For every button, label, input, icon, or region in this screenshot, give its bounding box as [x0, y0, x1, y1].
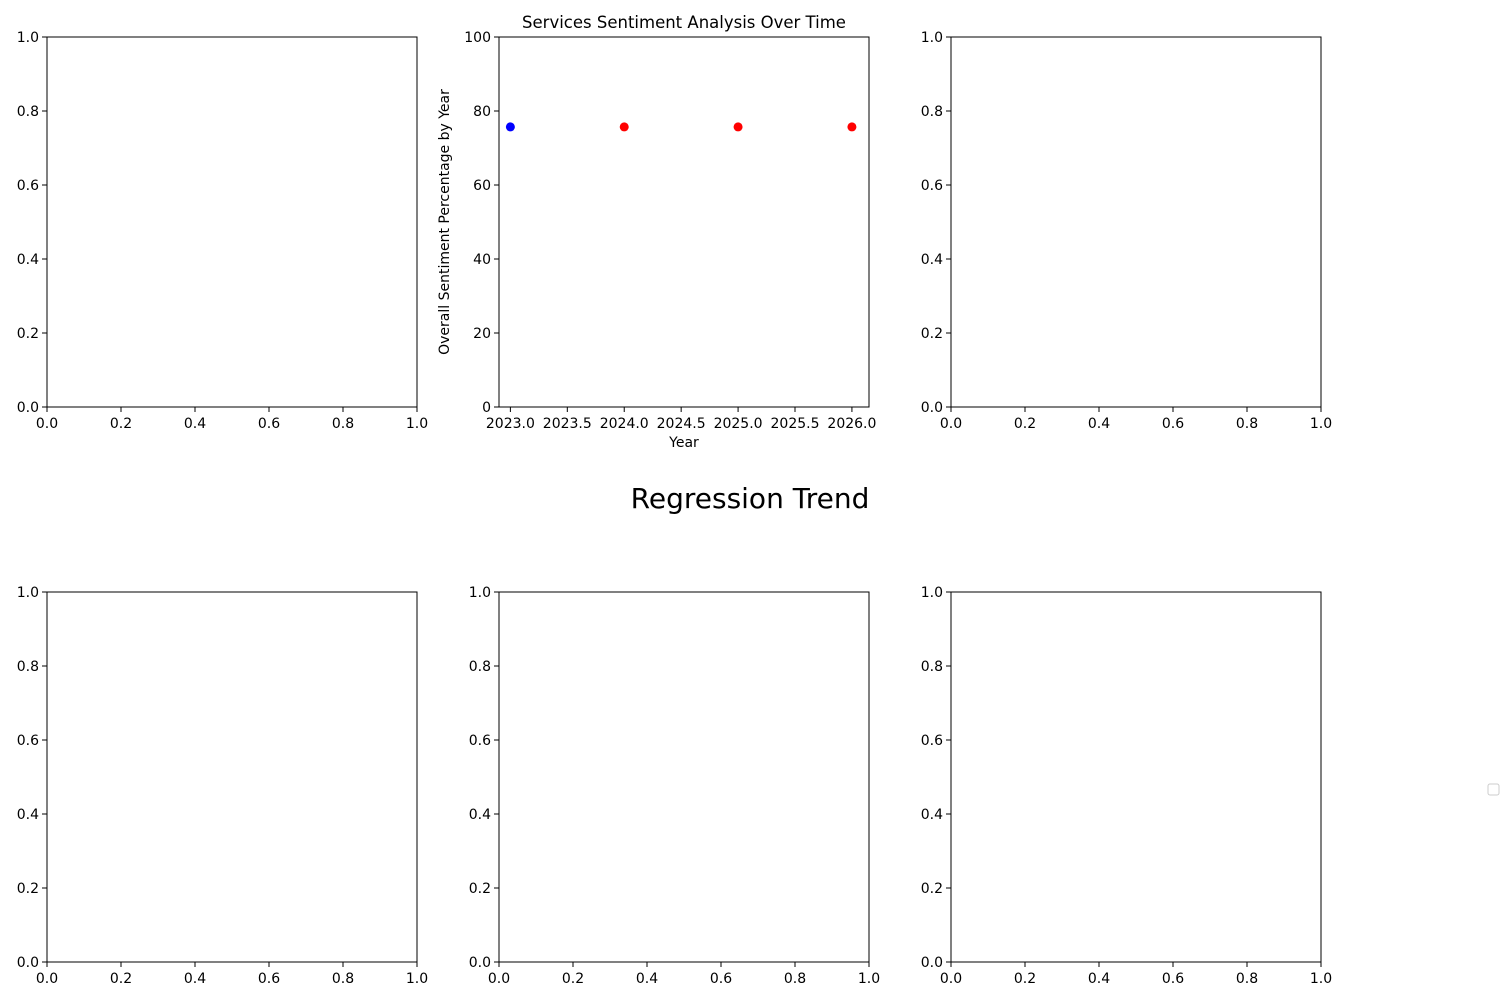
x-tick-label: 0.6 — [258, 971, 280, 987]
x-tick-label: 0.0 — [488, 971, 510, 987]
y-tick-label: 0.4 — [469, 807, 491, 823]
y-tick-label: 0.2 — [469, 881, 491, 897]
data-point — [847, 122, 857, 132]
x-tick-label: 0.2 — [1014, 971, 1036, 987]
y-tick-label: 100 — [464, 30, 491, 46]
y-tick-label: 1.0 — [469, 585, 491, 601]
subplot-top-right: 0.0 0.2 0.4 0.6 0.8 1.0 0.0 0.2 0.4 0.6 0.8 1.0 — [921, 30, 1332, 432]
x-tick-label: 0.0 — [36, 416, 58, 432]
y-tick-label: 0.8 — [921, 659, 943, 675]
y-tick-label: 0.8 — [469, 659, 491, 675]
y-tick-label: 0.4 — [921, 252, 943, 268]
x-tick-label: 0.0 — [940, 971, 962, 987]
y-axis-label: Overall Sentiment Percentage by Year — [437, 89, 453, 355]
y-tick-label: 0.8 — [17, 659, 39, 675]
axes-frame — [950, 591, 1322, 963]
x-tick-label: 0.6 — [258, 416, 280, 432]
y-tick-label: 0.2 — [17, 881, 39, 897]
axes-frame — [46, 591, 418, 963]
x-tick-label: 1.0 — [1310, 416, 1332, 432]
y-tick-label: 20 — [473, 326, 491, 342]
axes-frame — [950, 36, 1322, 408]
x-tick-label: 1.0 — [406, 416, 428, 432]
subplot-grid: 0.0 0.2 0.4 0.6 0.8 1.0 0.0 0.2 0.4 0.6 0.8 1.0 2023… — [17, 13, 1332, 987]
y-tick-label: 0.2 — [17, 326, 39, 342]
subplot-bottom-left: 0.0 0.2 0.4 0.6 0.8 1.0 0.0 0.2 0.4 0.6 0.8 1.0 — [17, 585, 428, 987]
y-tick-label: 0.2 — [921, 326, 943, 342]
y-tick-label: 0.6 — [921, 733, 943, 749]
y-tick-label: 0.4 — [921, 807, 943, 823]
y-tick-label: 1.0 — [921, 585, 943, 601]
subplot-top-left: 0.0 0.2 0.4 0.6 0.8 1.0 0.0 0.2 0.4 0.6 0.8 1.0 — [17, 30, 428, 432]
subplot-bottom-right: 0.0 0.2 0.4 0.6 0.8 1.0 0.0 0.2 0.4 0.6 0.8 1.0 — [921, 585, 1332, 987]
y-tick-label: 60 — [473, 178, 491, 194]
y-tick-label: 0.2 — [921, 881, 943, 897]
y-tick-label: 0.6 — [17, 733, 39, 749]
y-tick-label: 0.0 — [17, 955, 39, 971]
y-tick-label: 0.0 — [17, 400, 39, 416]
x-tick-label: 2025.0 — [714, 416, 763, 432]
x-tick-label: 0.8 — [332, 971, 354, 987]
x-tick-label: 0.4 — [1088, 971, 1110, 987]
y-tick-label: 0.0 — [469, 955, 491, 971]
x-tick-label: 0.8 — [784, 971, 806, 987]
x-tick-label: 2023.5 — [543, 416, 592, 432]
y-tick-label: 0.6 — [921, 178, 943, 194]
y-tick-label: 1.0 — [17, 30, 39, 46]
x-tick-label: 0.6 — [1162, 416, 1184, 432]
x-tick-label: 0.2 — [110, 971, 132, 987]
y-tick-label: 0 — [482, 400, 491, 416]
x-tick-label: 0.4 — [184, 971, 206, 987]
x-tick-label: 1.0 — [858, 971, 880, 987]
y-tick-label: 0.8 — [921, 104, 943, 120]
axes-frame — [46, 36, 418, 408]
data-point — [619, 122, 629, 132]
x-tick-label: 2024.0 — [600, 416, 649, 432]
y-tick-label: 0.6 — [469, 733, 491, 749]
y-tick-label: 0.0 — [921, 955, 943, 971]
x-tick-label: 2024.5 — [657, 416, 706, 432]
y-tick-label: 0.4 — [17, 252, 39, 268]
y-tick-label: 0.6 — [17, 178, 39, 194]
axes-frame — [498, 591, 870, 963]
x-tick-label: 0.2 — [110, 416, 132, 432]
x-tick-label: 0.8 — [1236, 416, 1258, 432]
x-axis-label: Year — [668, 435, 699, 451]
y-tick-label: 80 — [473, 104, 491, 120]
x-tick-label: 1.0 — [406, 971, 428, 987]
x-tick-label: 0.6 — [710, 971, 732, 987]
y-tick-label: 1.0 — [921, 30, 943, 46]
figure-title: Regression Trend — [631, 482, 870, 515]
data-point — [505, 122, 515, 132]
data-point — [733, 122, 743, 132]
x-tick-label: 0.2 — [1014, 416, 1036, 432]
y-tick-label: 1.0 — [17, 585, 39, 601]
subplot-top-center: 2023.0 2023.5 2024.0 2024.5 2025.0 2025.5 2026… — [437, 13, 876, 451]
x-tick-label: 0.0 — [36, 971, 58, 987]
x-tick-label: 2026.0 — [827, 416, 876, 432]
x-tick-label: 2023.0 — [486, 416, 535, 432]
y-tick-label: 0.0 — [921, 400, 943, 416]
x-tick-label: 0.6 — [1162, 971, 1184, 987]
x-tick-label: 0.0 — [940, 416, 962, 432]
x-tick-label: 2025.5 — [771, 416, 820, 432]
subplot-bottom-center: 0.0 0.2 0.4 0.6 0.8 1.0 0.0 0.2 0.4 0.6 0.8 1.0 — [469, 585, 880, 987]
x-tick-label: 0.8 — [1236, 971, 1258, 987]
y-tick-label: 40 — [473, 252, 491, 268]
axes-frame — [498, 36, 870, 408]
empty-legend-box — [1487, 783, 1500, 796]
x-tick-label: 0.4 — [1088, 416, 1110, 432]
x-tick-label: 0.4 — [184, 416, 206, 432]
x-tick-label: 0.8 — [332, 416, 354, 432]
x-tick-label: 1.0 — [1310, 971, 1332, 987]
y-tick-label: 0.8 — [17, 104, 39, 120]
panel-title: Services Sentiment Analysis Over Time — [522, 13, 846, 32]
y-tick-label: 0.4 — [17, 807, 39, 823]
x-tick-label: 0.4 — [636, 971, 658, 987]
x-tick-label: 0.2 — [562, 971, 584, 987]
